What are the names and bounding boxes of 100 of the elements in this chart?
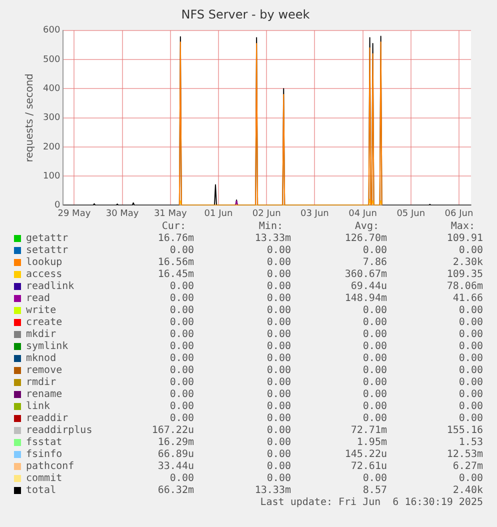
text: 0.00 bbox=[266, 245, 291, 257]
legend-label: mknod bbox=[26, 353, 56, 365]
text: 145.22u bbox=[344, 449, 387, 461]
text: 0.00 bbox=[362, 317, 387, 329]
text: 0.00 bbox=[266, 365, 291, 377]
text: 0.00 bbox=[266, 437, 291, 449]
text: 2.40k bbox=[452, 485, 483, 497]
text: 0.00 bbox=[266, 413, 291, 425]
text: 72.61u bbox=[350, 461, 387, 473]
y-tick-label: 200 bbox=[42, 142, 60, 152]
text: 16.29m bbox=[156, 437, 194, 449]
text: 16.45m bbox=[156, 269, 194, 281]
text: 0.00 bbox=[168, 329, 194, 341]
text: 0.00 bbox=[362, 245, 387, 257]
text: 0.00 bbox=[458, 341, 483, 353]
text: 0.00 bbox=[266, 329, 291, 341]
text: 0.00 bbox=[168, 341, 194, 353]
legend-label: access bbox=[26, 269, 62, 281]
text: 0.00 bbox=[168, 245, 194, 257]
text: 0.00 bbox=[266, 401, 291, 413]
y-tick-label: 100 bbox=[42, 171, 60, 182]
text: 0.00 bbox=[266, 305, 291, 317]
text: 0.00 bbox=[362, 377, 387, 389]
text: 0.00 bbox=[168, 413, 194, 425]
legend-label: write bbox=[26, 305, 56, 317]
text: 1.53 bbox=[458, 437, 483, 449]
text: 12.53m bbox=[446, 449, 483, 461]
text: 126.70m bbox=[344, 233, 387, 245]
text: Max: bbox=[450, 221, 475, 233]
legend-label: readlink bbox=[26, 281, 74, 293]
legend-label: rmdir bbox=[26, 377, 56, 389]
text: 360.67m bbox=[344, 269, 387, 281]
legend-label: getattr bbox=[26, 233, 68, 245]
text: 66.89u bbox=[156, 449, 194, 461]
legend-label: setattr bbox=[26, 245, 68, 257]
text: 0.00 bbox=[458, 245, 483, 257]
text: 0.00 bbox=[458, 353, 483, 365]
text: 0.00 bbox=[362, 353, 387, 365]
text: 0.00 bbox=[266, 353, 291, 365]
text: 0.00 bbox=[458, 365, 483, 377]
text: 109.91 bbox=[446, 233, 483, 245]
y-tick-label: 300 bbox=[42, 113, 60, 124]
text: 0.00 bbox=[458, 377, 483, 389]
text: 0.00 bbox=[266, 293, 291, 305]
text: 0.00 bbox=[458, 389, 483, 401]
text: 78.06m bbox=[446, 281, 483, 293]
text: 6.27m bbox=[452, 461, 483, 473]
text: Last update: Fri Jun 6 16:30:19 2025 bbox=[260, 497, 483, 509]
text: 16.56m bbox=[156, 257, 194, 269]
legend-label: read bbox=[26, 293, 50, 305]
legend-label: fsinfo bbox=[26, 449, 62, 461]
text: 72.71m bbox=[350, 425, 387, 437]
legend-label: symlink bbox=[26, 341, 68, 353]
text: 1.95m bbox=[356, 437, 387, 449]
y-tick-label: 500 bbox=[42, 54, 60, 65]
text: 33.44u bbox=[156, 461, 194, 473]
text: 69.44u bbox=[350, 281, 387, 293]
legend-label: fsstat bbox=[26, 437, 62, 449]
legend-label: rename bbox=[26, 389, 62, 401]
legend-label: remove bbox=[26, 365, 62, 377]
text: 0.00 bbox=[362, 329, 387, 341]
text: 0.00 bbox=[362, 341, 387, 353]
text: 2.30k bbox=[452, 257, 483, 269]
legend-label: mkdir bbox=[26, 329, 56, 341]
x-tick-label: 01 Jun bbox=[204, 208, 233, 219]
text: 148.94m bbox=[344, 293, 387, 305]
text: 0.00 bbox=[168, 377, 194, 389]
text: 0.00 bbox=[266, 425, 291, 437]
y-tick-label: 0 bbox=[54, 200, 60, 211]
text: Avg: bbox=[354, 221, 379, 233]
text: 0.00 bbox=[458, 401, 483, 413]
x-tick-label: 04 Jun bbox=[348, 208, 377, 219]
text: Cur: bbox=[160, 221, 186, 233]
text: 13.33m bbox=[254, 233, 291, 245]
text: 0.00 bbox=[458, 329, 483, 341]
text: 109.35 bbox=[446, 269, 483, 281]
x-tick-label: 29 May bbox=[58, 208, 92, 219]
text: 0.00 bbox=[266, 377, 291, 389]
text: 0.00 bbox=[168, 389, 194, 401]
text: 41.66 bbox=[452, 293, 483, 305]
text: 0.00 bbox=[168, 281, 194, 293]
text: 0.00 bbox=[266, 461, 291, 473]
text: 8.57 bbox=[362, 485, 387, 497]
legend-label: commit bbox=[26, 473, 62, 485]
text: 0.00 bbox=[266, 449, 291, 461]
y-axis-title: requests / second bbox=[24, 73, 36, 162]
text: 66.32m bbox=[156, 485, 194, 497]
x-tick-label: 02 Jun bbox=[252, 208, 281, 219]
text: 0.00 bbox=[168, 401, 194, 413]
y-tick-label: 400 bbox=[42, 84, 60, 94]
x-tick-label: 03 Jun bbox=[300, 208, 329, 219]
text: 0.00 bbox=[362, 389, 387, 401]
x-tick-label: 05 Jun bbox=[396, 208, 426, 219]
text: 0.00 bbox=[168, 365, 194, 377]
text: 0.00 bbox=[168, 305, 194, 317]
x-tick-label: 30 May bbox=[106, 208, 140, 219]
text: 0.00 bbox=[266, 257, 291, 269]
legend-label: create bbox=[26, 317, 62, 329]
text: 0.00 bbox=[458, 413, 483, 425]
y-tick-label: 600 bbox=[42, 26, 60, 36]
